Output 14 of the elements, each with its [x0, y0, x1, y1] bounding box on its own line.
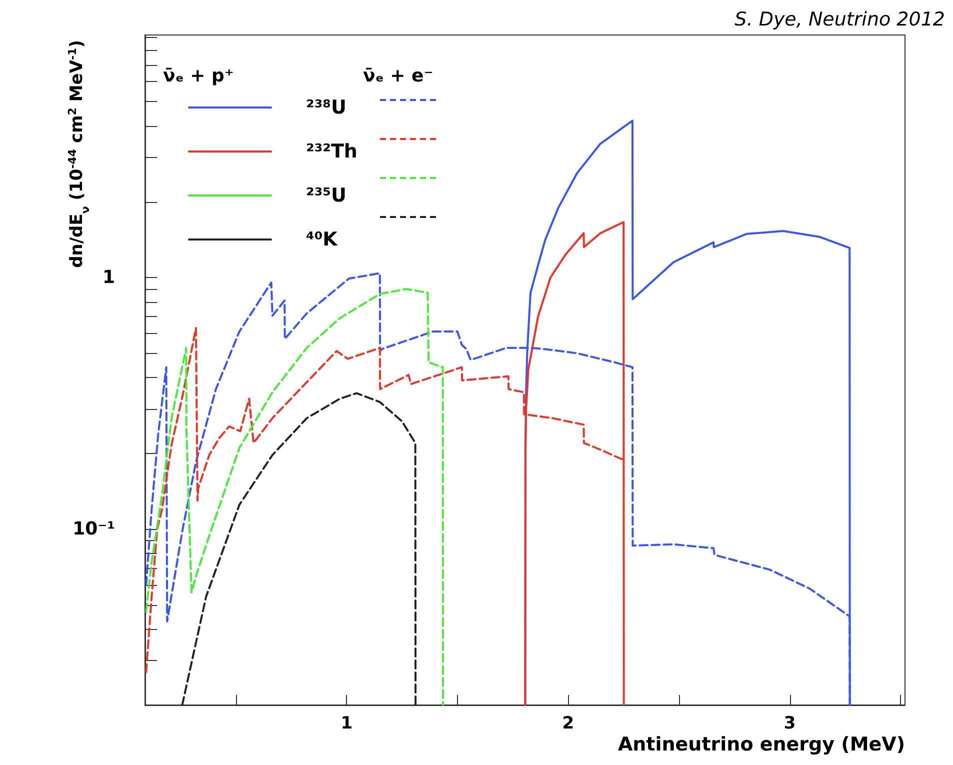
y-tick-label: 10⁻¹: [72, 518, 115, 540]
annotation: ν̄ₑ + e⁻: [363, 66, 434, 86]
legend-label: ²³⁸U: [306, 96, 346, 118]
line-series: [145, 288, 444, 706]
line-series: [181, 392, 417, 706]
x-tick-label: 2: [562, 714, 574, 734]
legend-label: ²³²Th: [306, 140, 358, 162]
x-axis-title: Antineutrino energy (MeV): [618, 734, 906, 756]
annotation: ν̄ₑ + p⁺: [163, 66, 234, 86]
legend-label: ⁴⁰K: [306, 228, 339, 250]
text: S. Dye, Neutrino 2012: [734, 8, 945, 30]
x-tick-label: 1: [340, 714, 353, 734]
legend-label: ²³⁵U: [306, 184, 346, 206]
x-tick-label: 3: [784, 714, 796, 734]
